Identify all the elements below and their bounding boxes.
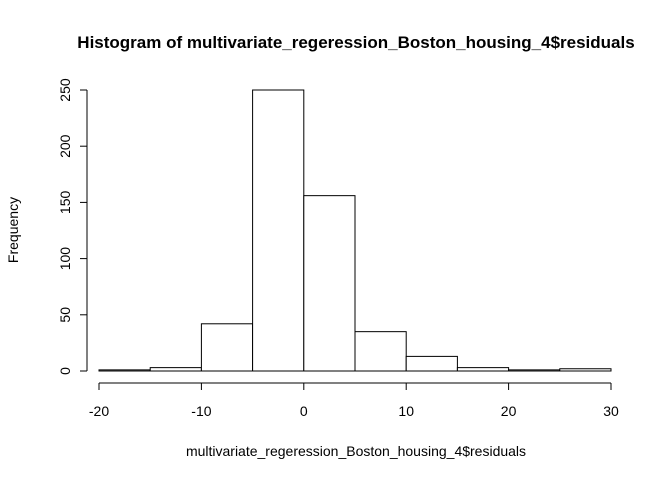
histogram-bar: [354, 331, 407, 372]
histogram-bar: [149, 367, 202, 372]
histogram-bar: [456, 367, 510, 372]
x-tick-label: 10: [398, 403, 414, 419]
x-tick-label: -20: [89, 403, 109, 419]
y-axis: 0 50 100 150 200 250: [57, 78, 88, 375]
histogram-bar: [303, 195, 356, 372]
x-tick-label: 30: [603, 403, 619, 419]
histogram-bar: [405, 355, 458, 372]
y-tick-label: 150: [57, 191, 73, 215]
y-tick-label: 100: [57, 247, 73, 271]
histogram-bar: [252, 89, 305, 372]
chart-title: Histogram of multivariate_regeression_Bo…: [77, 33, 634, 52]
x-axis-label: multivariate_regeression_Boston_housing_…: [186, 443, 526, 459]
x-tick-label: -10: [191, 403, 211, 419]
histogram-bar: [559, 368, 612, 372]
histogram-bar: [98, 369, 151, 372]
histogram-bar: [508, 369, 561, 372]
x-tick-label: 20: [501, 403, 517, 419]
y-tick-label: 0: [57, 367, 73, 375]
bars-group: [98, 89, 612, 372]
y-axis-label: Frequency: [5, 197, 21, 263]
x-axis: -20 -10 0 10 20 30: [89, 382, 619, 419]
y-tick-label: 200: [57, 134, 73, 158]
y-tick-label: 50: [57, 307, 73, 323]
y-tick-label: 250: [57, 78, 73, 102]
histogram-bar: [200, 323, 254, 372]
x-tick-label: 0: [300, 403, 308, 419]
